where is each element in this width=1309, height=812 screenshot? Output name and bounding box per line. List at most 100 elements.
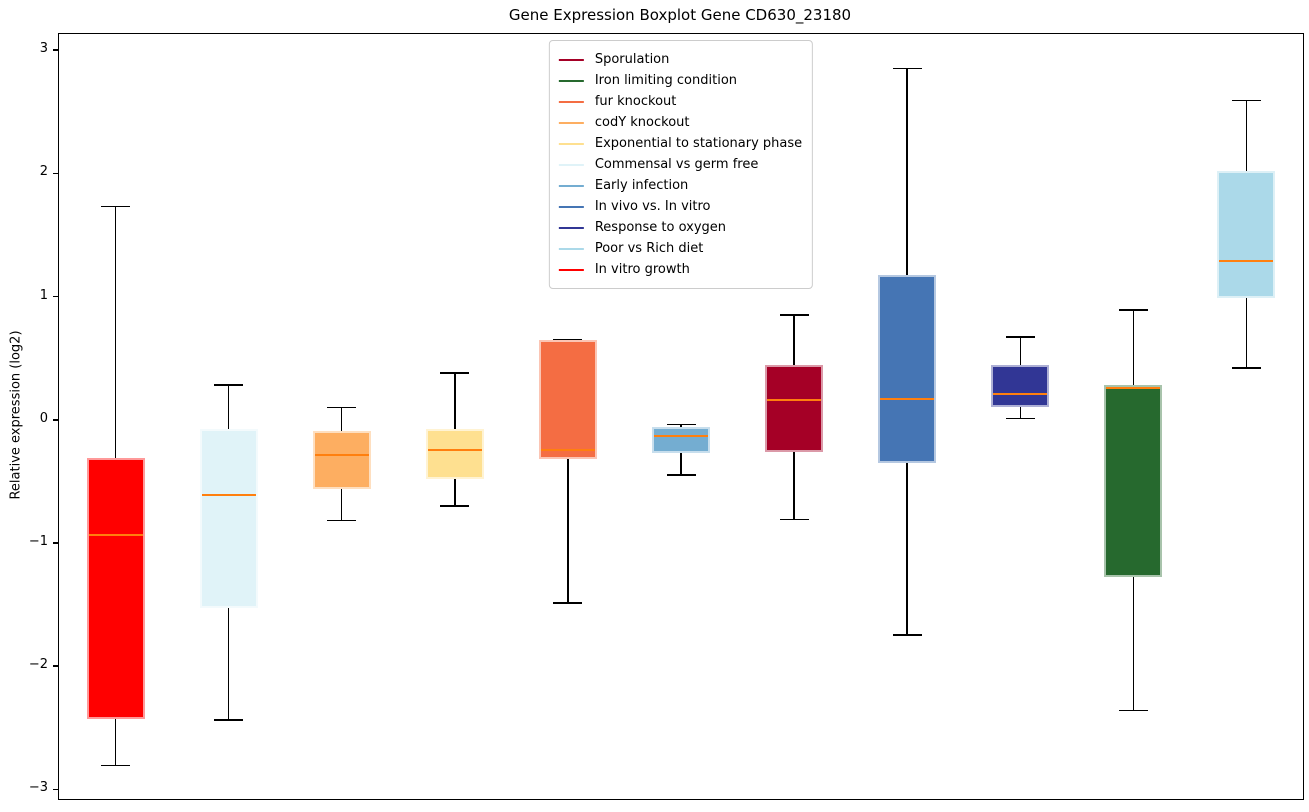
chart-title: Gene Expression Boxplot Gene CD630_23180 [508,6,852,24]
y-tick-label: 2 [39,164,48,180]
legend-swatch [558,163,584,166]
legend-swatch [558,79,584,82]
y-tick-mark [53,665,58,667]
whisker-upper-commensal-vs-germ-free [227,385,230,430]
legend-label: In vitro growth [594,262,690,277]
y-tick-mark [53,172,58,175]
whisker-lower-early-infection [680,452,682,475]
cap-lower-commensal-vs-germ-free [214,719,244,721]
whisker-lower-iron-limiting-condition [1132,577,1135,711]
cap-upper-exponential-to-stationary-phase [440,372,470,374]
box-sporulation [765,365,824,452]
median-poor-vs-rich-diet [1219,259,1274,262]
whisker-lower-poor-vs-rich-diet [1245,297,1248,368]
cap-upper-in-vivo-vs-in-vitro [892,67,922,70]
box-cody-knockout [312,430,371,489]
cap-lower-early-infection [666,474,696,476]
legend-label: fur knockout [594,94,677,109]
y-tick-mark [53,49,58,51]
legend-label: Iron limiting condition [594,73,738,88]
cap-lower-in-vivo-vs-in-vitro [892,634,922,636]
y-tick-label: 0 [39,410,48,426]
legend-label: In vivo vs. In vitro [594,199,711,214]
median-cody-knockout [314,454,369,457]
whisker-upper-iron-limiting-condition [1132,309,1135,386]
legend-label: Response to oxygen [594,220,727,235]
cap-lower-fur-knockout [553,602,583,604]
whisker-upper-in-vitro-growth [114,206,117,458]
y-tick-label: −3 [28,780,48,796]
whisker-lower-commensal-vs-germ-free [227,608,230,721]
whisker-lower-response-to-oxygen [1019,407,1022,419]
cap-upper-early-infection [666,423,696,426]
whisker-lower-sporulation [793,451,795,520]
cap-lower-poor-vs-rich-diet [1231,367,1261,369]
legend-item: Exponential to stationary phase [558,133,803,154]
plot-area: Sporulation Iron limiting condition fur kn… [58,33,1304,800]
cap-lower-cody-knockout [327,519,357,522]
legend-swatch [558,268,584,271]
box-exponential-to-stationary-phase [425,429,484,479]
whisker-upper-cody-knockout [340,407,343,431]
cap-lower-iron-limiting-condition [1118,709,1148,712]
whisker-lower-cody-knockout [340,488,343,521]
legend-swatch [558,100,584,103]
y-tick-label: −1 [28,534,48,549]
cap-lower-exponential-to-stationary-phase [440,505,470,507]
legend-swatch [558,226,584,229]
legend-swatch [558,205,584,208]
legend-label: Exponential to stationary phase [594,136,803,151]
cap-upper-poor-vs-rich-diet [1231,99,1261,102]
legend-label: Poor vs Rich diet [594,241,704,256]
cap-upper-in-vitro-growth [101,205,131,208]
y-tick-label: 3 [39,41,48,57]
median-sporulation [767,398,822,401]
legend-label: codY knockout [594,115,690,130]
box-in-vitro-growth [86,457,145,719]
cap-lower-response-to-oxygen [1005,417,1035,420]
legend-item: Iron limiting condition [558,70,802,91]
median-fur-knockout [540,449,595,452]
cap-lower-in-vitro-growth [101,764,131,767]
y-tick-label: 1 [39,287,48,303]
whisker-upper-sporulation [793,314,795,366]
legend-item: Early infection [558,175,802,196]
legend: Sporulation Iron limiting condition fur kn… [548,40,814,289]
legend-label: Early infection [594,178,689,193]
median-commensal-vs-germ-free [201,493,256,496]
whisker-lower-exponential-to-stationary-phase [454,478,456,506]
whisker-upper-early-infection [680,424,682,427]
legend-label: Sporulation [594,52,670,67]
cap-upper-cody-knockout [327,406,357,408]
box-fur-knockout [538,339,597,459]
legend-swatch [558,247,584,250]
cap-upper-iron-limiting-condition [1118,309,1148,311]
median-in-vivo-vs-in-vitro [880,397,935,400]
legend-swatch [558,121,584,124]
median-early-infection [654,434,708,437]
box-in-vivo-vs-in-vitro [878,275,937,463]
box-commensal-vs-germ-free [199,429,258,609]
y-tick-mark [53,295,58,298]
cap-upper-sporulation [779,314,809,316]
legend-item: Poor vs Rich diet [558,238,802,259]
cap-upper-response-to-oxygen [1005,336,1035,338]
cap-upper-commensal-vs-germ-free [214,384,244,386]
whisker-upper-in-vivo-vs-in-vitro [906,68,908,276]
median-response-to-oxygen [993,392,1048,395]
legend-label: Commensal vs germ free [594,157,759,172]
box-poor-vs-rich-diet [1217,170,1276,298]
legend-item: codY knockout [558,112,802,133]
median-iron-limiting-condition [1106,386,1161,389]
whisker-lower-fur-knockout [567,459,569,604]
y-tick-mark [53,542,58,544]
legend-swatch [558,142,584,145]
legend-item: In vivo vs. In vitro [558,196,802,217]
whisker-lower-in-vitro-growth [114,718,117,766]
whisker-upper-exponential-to-stationary-phase [454,372,456,430]
box-response-to-oxygen [991,365,1050,408]
cap-upper-fur-knockout [553,338,583,341]
whisker-upper-response-to-oxygen [1019,337,1022,366]
legend-item: Sporulation [558,49,802,70]
